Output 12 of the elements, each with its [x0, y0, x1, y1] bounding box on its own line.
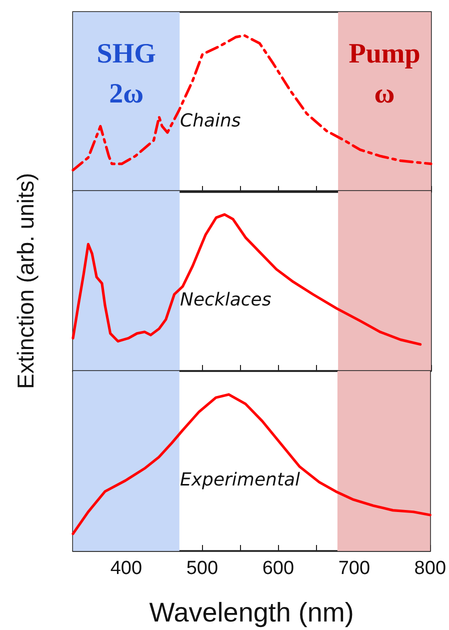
- x-axis-title: Wavelength (nm): [149, 598, 354, 628]
- annotation: Necklaces: [180, 290, 272, 310]
- x-tick-label: 500: [186, 558, 218, 579]
- annotation: Experimental: [180, 470, 300, 490]
- y-axis-title: Extinction (arb. units): [12, 172, 38, 390]
- x-tick-label: 700: [338, 558, 370, 579]
- band-label: SHG 2ω: [96, 38, 156, 110]
- annotation: Chains: [180, 110, 241, 132]
- x-tick-label: 400: [110, 558, 142, 579]
- x-tick-label: 600: [262, 558, 294, 579]
- x-tick-label: 800: [414, 558, 446, 579]
- band-label: Pump ω: [348, 38, 420, 110]
